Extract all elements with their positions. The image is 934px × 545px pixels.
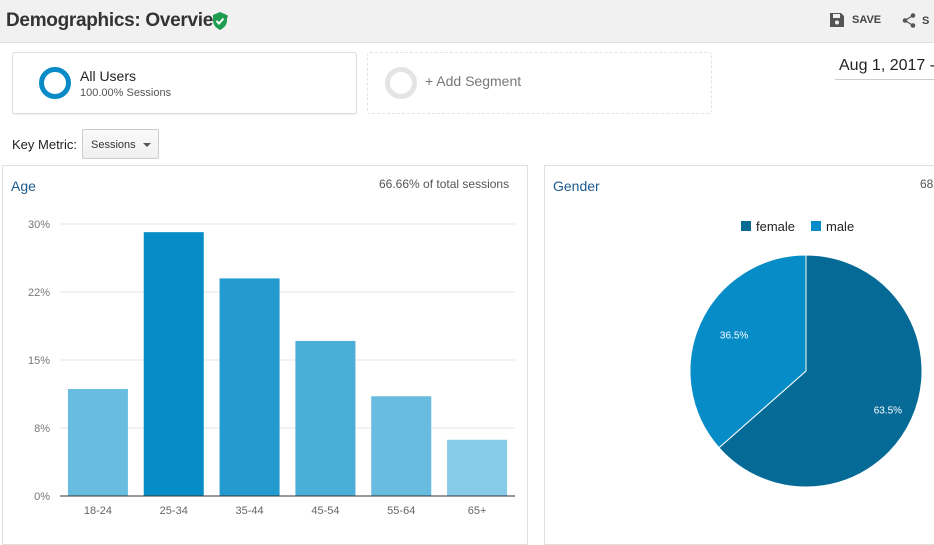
dropdown-arrow-icon [143,143,151,147]
x-tick-label: 25-34 [160,505,188,517]
x-tick-label: 45-54 [311,505,339,517]
pie-slice-male [689,254,807,449]
save-button[interactable]: SAVE [830,13,881,27]
save-icon [830,13,844,27]
empty-segment-ring-icon [385,67,417,99]
segment-subtitle: 100.00% Sessions [80,87,172,99]
share-button[interactable]: S [902,13,929,28]
share-icon [902,13,916,28]
segment-all-users[interactable]: All Users 100.00% Sessions [12,52,357,114]
save-label: SAVE [852,14,882,26]
legend-swatch-male [811,221,821,231]
gender-panel-note: 68 [920,177,934,191]
bar-45-54 [295,340,356,496]
bar-25-34 [143,232,204,496]
pie-data-label: 63.5% [874,405,902,416]
bar-18-24 [67,389,128,496]
page-title: Demographics: Overview [6,10,228,31]
gender-panel-title: Gender [553,178,600,194]
add-segment-button[interactable]: + Add Segment [367,52,712,114]
legend-swatch-female [741,221,751,231]
x-tick-label: 35-44 [236,505,264,517]
share-label: S [922,14,930,27]
add-segment-label: + Add Segment [425,73,522,89]
key-metric-label: Key Metric: [12,137,78,152]
pie-slice-female [718,254,923,488]
y-tick-label: 15% [28,355,50,367]
segment-name: All Users [80,68,137,84]
bar-55-64 [371,396,432,496]
date-range-picker[interactable]: Aug 1, 2017 - [835,56,934,80]
y-tick-label: 8% [34,423,50,435]
y-tick-label: 0% [34,491,50,503]
pie-data-label: 36.5% [720,331,748,342]
age-panel-note: 66.66% of total sessions [379,177,510,191]
page-header: Demographics: Overview SAVE S [0,0,934,43]
legend-label: male [826,219,854,234]
segment-ring-icon [39,67,71,99]
y-tick-label: 22% [28,287,50,299]
bar-35-44 [219,278,280,496]
bar-65+ [447,439,508,496]
legend-label: female [756,219,795,234]
age-panel-title: Age [11,178,36,194]
age-bar-chart: 0% 8% 15% 22% 30% 18-24 25-34 35-44 45-54 55-64 65… [28,219,923,517]
key-metric-dropdown[interactable]: Sessions [82,129,159,159]
key-metric-value: Sessions [91,139,136,151]
y-tick-label: 30% [28,219,50,231]
x-tick-label: 55-64 [387,505,415,517]
x-tick-label: 65+ [468,505,487,517]
verified-shield-icon [213,12,227,30]
x-tick-label: 18-24 [84,505,112,517]
